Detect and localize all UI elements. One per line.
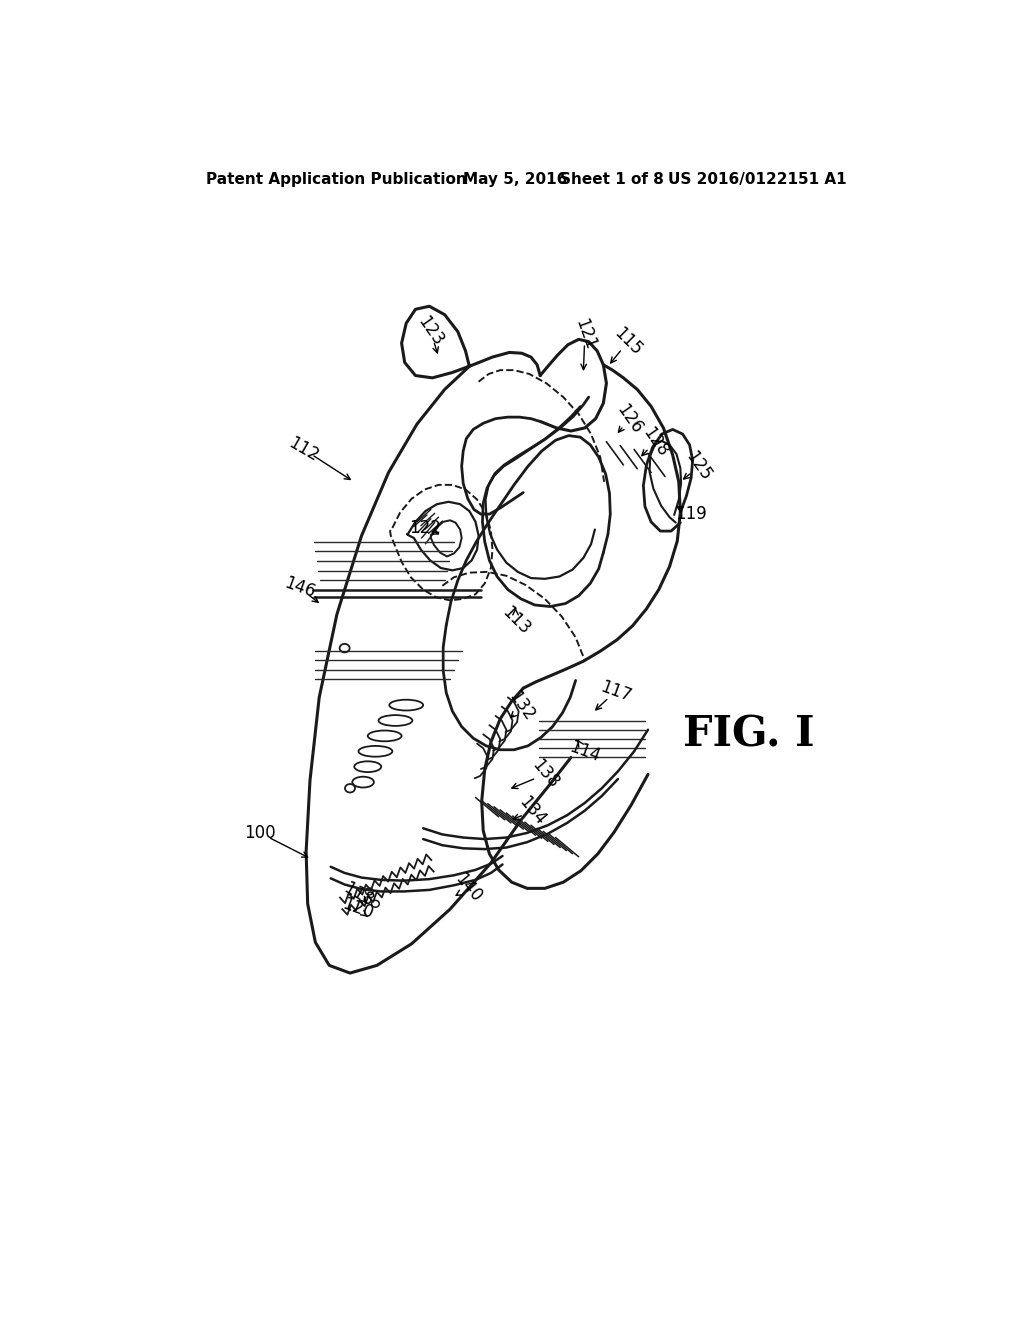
- Text: 123: 123: [415, 313, 447, 350]
- Text: 100: 100: [244, 824, 275, 842]
- Text: Sheet 1 of 8: Sheet 1 of 8: [560, 173, 665, 187]
- Text: 118: 118: [340, 879, 377, 911]
- Text: 122: 122: [410, 519, 441, 537]
- Text: May 5, 2016: May 5, 2016: [463, 173, 567, 187]
- Text: 146: 146: [282, 574, 317, 602]
- Text: 117: 117: [598, 677, 634, 705]
- Text: 113: 113: [498, 603, 534, 638]
- Text: FIG. I: FIG. I: [683, 713, 815, 755]
- Text: 119: 119: [675, 506, 707, 523]
- Text: 114: 114: [567, 738, 603, 766]
- Text: 115: 115: [610, 325, 645, 359]
- Text: US 2016/0122151 A1: US 2016/0122151 A1: [668, 173, 847, 187]
- Text: 140: 140: [451, 870, 485, 907]
- Text: 125: 125: [682, 449, 716, 484]
- Text: 112: 112: [286, 434, 323, 465]
- Text: 138: 138: [527, 756, 562, 792]
- Text: 132: 132: [505, 689, 539, 725]
- Text: Patent Application Publication: Patent Application Publication: [206, 173, 467, 187]
- Text: 128: 128: [639, 424, 672, 459]
- Text: 126: 126: [613, 400, 646, 437]
- Text: 120: 120: [340, 895, 376, 923]
- Text: 121: 121: [571, 315, 599, 352]
- Text: 134: 134: [515, 793, 550, 829]
